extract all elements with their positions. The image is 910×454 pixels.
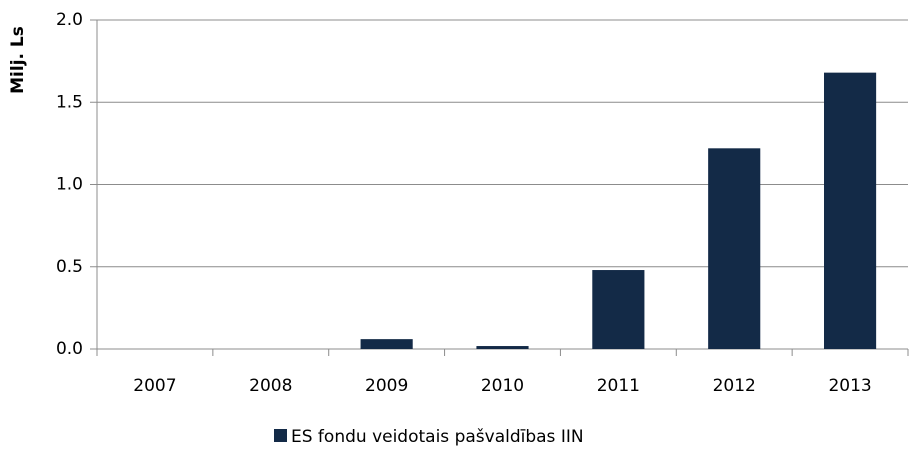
x-tick-label: 2010 <box>481 376 524 396</box>
y-tick-label: 0.5 <box>56 257 83 277</box>
x-tick-label: 2013 <box>828 376 871 396</box>
bar <box>592 270 645 349</box>
y-tick-label: 1.5 <box>56 92 83 112</box>
y-tick-label: 0.0 <box>56 339 83 359</box>
x-tick-label: 2008 <box>249 376 292 396</box>
y-tick-label: 2.0 <box>56 10 83 30</box>
bar <box>708 148 761 349</box>
x-tick-label: 2009 <box>365 376 408 396</box>
x-tick-label: 2012 <box>713 376 756 396</box>
legend-swatch <box>274 429 287 442</box>
bar <box>824 72 877 349</box>
legend-label: ES fondu veidotais pašvaldības IIN <box>291 427 584 447</box>
x-tick-label: 2011 <box>597 376 640 396</box>
x-tick-label: 2007 <box>133 376 176 396</box>
bar <box>476 346 529 349</box>
bar <box>360 339 413 349</box>
y-tick-label: 1.0 <box>56 175 83 195</box>
y-axis-label: Milj. Ls <box>8 26 28 94</box>
